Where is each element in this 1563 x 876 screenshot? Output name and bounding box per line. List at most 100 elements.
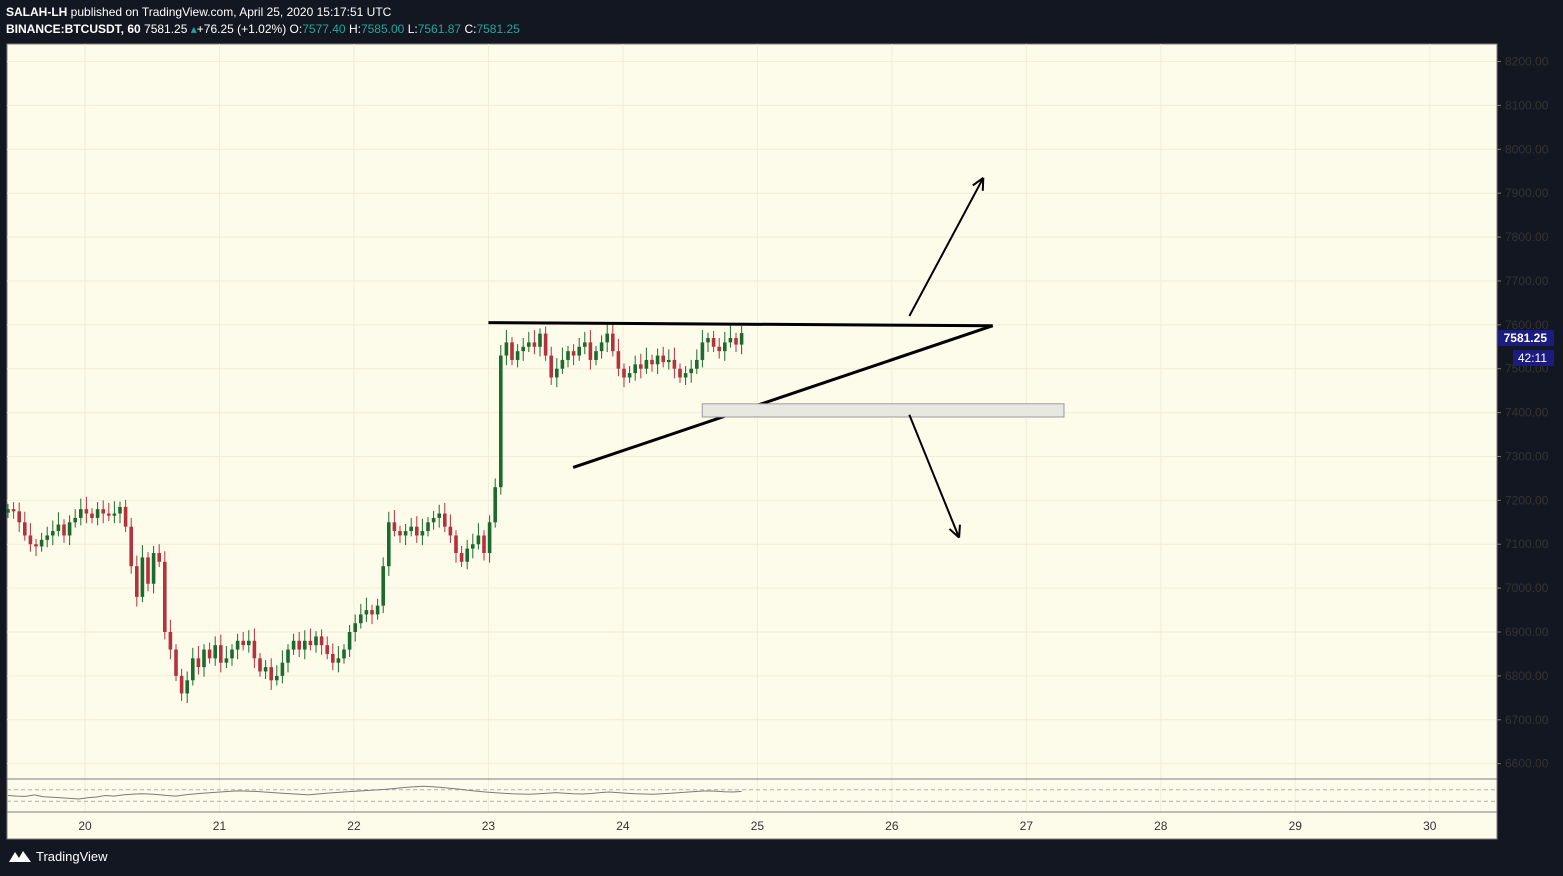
candle-body: [179, 675, 184, 694]
candle-body: [39, 539, 44, 547]
candle-body: [549, 355, 553, 378]
candle-body: [717, 346, 721, 352]
symbol-info: BINANCE:BTCUSDT, 60 7581.25 ▴+76.25 (+1.…: [6, 22, 520, 36]
candle-body: [392, 522, 397, 532]
candle-body: [527, 342, 531, 347]
price-tick-label: 6800.00: [1505, 669, 1549, 683]
candle-body: [129, 526, 133, 567]
grid: [7, 44, 1497, 812]
candle-body: [241, 640, 245, 646]
time-tick-label: 22: [347, 819, 361, 833]
symbol-name: BINANCE:BTCUSDT, 60: [6, 22, 141, 36]
price-tick-label: 6900.00: [1505, 625, 1549, 639]
candle-body: [45, 535, 49, 540]
candle-body: [532, 342, 537, 347]
current-price-bg: [1498, 330, 1554, 346]
candle-body: [359, 614, 363, 624]
time-tick-label: 21: [213, 819, 227, 833]
candle-body: [728, 338, 733, 343]
price-tick-label: 8100.00: [1505, 98, 1549, 112]
publish-text: published on TradingView.com, April 25, …: [70, 5, 392, 19]
time-tick-label: 28: [1154, 819, 1168, 833]
chart-background: [6, 43, 1498, 840]
candle-body: [135, 566, 139, 597]
breakout-up-arrow-head: [981, 177, 985, 191]
candle-body: [700, 342, 705, 360]
candle-body: [230, 649, 234, 659]
candle-body: [140, 557, 145, 597]
rsi-pane: [7, 785, 1497, 802]
price-axis[interactable]: 6600.00 6700.00 6800.00 6900.00 7000.00 7100.…: [1497, 55, 1549, 771]
candle-body: [107, 513, 111, 516]
time-tick-label: 24: [616, 819, 630, 833]
candle-body: [583, 342, 587, 347]
candle-body: [157, 553, 161, 562]
candle-body: [123, 506, 128, 527]
price-tick-label: 8200.00: [1505, 55, 1549, 69]
candle-body: [616, 351, 621, 369]
publisher-name: SALAH-LH: [6, 5, 68, 19]
candle-body: [555, 368, 559, 378]
candle-body: [11, 509, 16, 512]
candle-body: [174, 649, 178, 676]
candle-body: [510, 342, 514, 360]
candle-body: [56, 524, 61, 532]
candle-body: [734, 338, 738, 345]
candle-body: [325, 645, 329, 654]
candle-body: [370, 610, 374, 615]
candle-body: [17, 511, 21, 523]
resistance-line: [488, 321, 993, 328]
candle-body: [62, 524, 66, 536]
candle-body: [644, 359, 649, 369]
time-tick-label: 30: [1423, 819, 1437, 833]
candle-body: [224, 658, 229, 663]
candle-body: [499, 355, 503, 488]
countdown-text: 42:11: [1518, 351, 1547, 365]
candle-body: [207, 649, 212, 659]
current-price-text: 7581.25: [1504, 331, 1548, 345]
candle-body: [196, 658, 201, 668]
candle-body: [448, 526, 453, 536]
time-tick-label: 23: [482, 819, 496, 833]
candle-body: [695, 359, 699, 369]
close-value: 7581.25: [476, 22, 520, 36]
candle-body: [566, 351, 570, 360]
candle-body: [487, 522, 492, 554]
time-tick-label: 27: [1020, 819, 1034, 833]
candle-body: [577, 346, 581, 356]
candle-body: [611, 333, 615, 352]
candle-body: [739, 333, 744, 345]
candle-body: [191, 658, 195, 681]
candle-body: [291, 640, 296, 650]
breakdown-down-arrow-head: [958, 524, 961, 538]
candle-body: [661, 355, 665, 363]
time-axis[interactable]: 20 21 22 23 24 25 26 27 28 29 30: [78, 819, 1436, 833]
price-tick-label: 8000.00: [1505, 142, 1549, 156]
candle-body: [639, 364, 643, 369]
price-tick-label: 7100.00: [1505, 537, 1549, 551]
candle-body: [560, 359, 565, 369]
candle-body: [303, 640, 307, 650]
candles: [6, 323, 744, 704]
candle-body: [667, 359, 671, 363]
breakout-up-arrow-head: [972, 177, 984, 187]
candle-body: [286, 649, 290, 663]
candle-body: [269, 667, 273, 681]
support-zone-box: [701, 403, 1065, 418]
breakout-up-arrow-shaft: [908, 177, 985, 317]
candle-body: [683, 373, 688, 378]
candle-body: [633, 364, 637, 374]
candle-body: [678, 368, 682, 378]
time-tick-label: 20: [78, 819, 92, 833]
candle-body: [280, 662, 285, 676]
candle-body: [426, 522, 430, 532]
candle-body: [168, 632, 173, 650]
candle-body: [275, 675, 279, 681]
candle-body: [336, 658, 341, 663]
candle-body: [353, 623, 357, 632]
candle-body: [34, 544, 38, 547]
candle-body: [465, 548, 469, 562]
tradingview-brand[interactable]: TradingView: [8, 848, 108, 864]
candle-body: [711, 338, 716, 347]
